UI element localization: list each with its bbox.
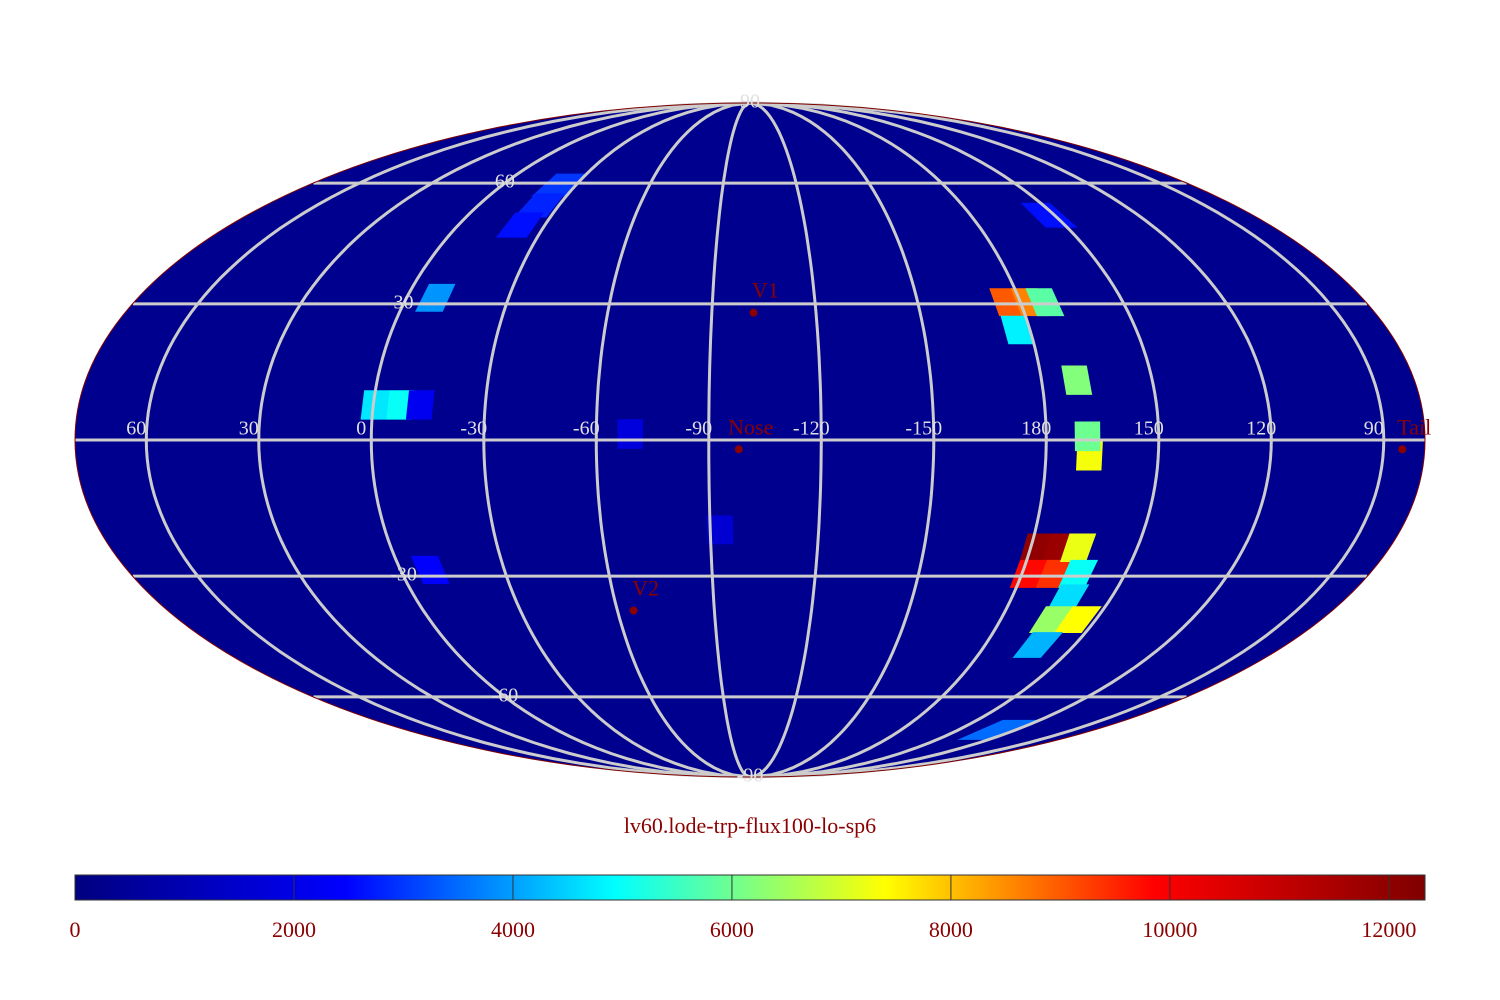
lon-label: 30 — [239, 418, 259, 440]
point-marker — [1398, 445, 1407, 454]
sky-pixel — [957, 719, 1045, 740]
sky-pixel — [1012, 632, 1064, 658]
sky-pixel — [1046, 584, 1090, 612]
lon-label: 60 — [126, 418, 146, 440]
lon-label: -120 — [793, 418, 830, 440]
graticule — [74, 101, 1426, 779]
colorbar-tick-label: 4000 — [491, 917, 535, 942]
labels: 60 30 0 -30 -60 -90 -120 -150 180 150 120 90 90 60 30 -… — [126, 91, 1431, 787]
lat-label: -90 — [737, 765, 764, 787]
lon-label: -60 — [573, 418, 600, 440]
colorbar-tick-label: 2000 — [272, 917, 316, 942]
sky-pixel — [1028, 606, 1076, 633]
colorbar-tick-label: 0 — [70, 917, 81, 942]
sky-pixel — [1060, 533, 1097, 563]
colorbar-tick-label: 10000 — [1142, 917, 1197, 942]
point-marker — [749, 308, 758, 317]
colorbar-tick-label: 6000 — [710, 917, 754, 942]
sky-pixel — [513, 193, 566, 218]
point-label: V1 — [752, 278, 779, 303]
sky-pixel — [1025, 288, 1065, 317]
lon-label: -30 — [460, 418, 487, 440]
colorbar — [74, 874, 1426, 901]
sky-pixel — [360, 390, 390, 420]
sky-pixel — [1074, 421, 1101, 452]
sky-pixel — [495, 212, 545, 238]
lat-label: -60 — [492, 685, 519, 707]
lat-label: -30 — [390, 564, 417, 586]
point-marker — [734, 445, 743, 454]
sky-pixel — [1061, 365, 1093, 395]
sky-pixel — [405, 390, 435, 420]
point-label: Tail — [1397, 414, 1431, 439]
lon-label: -150 — [905, 418, 942, 440]
point-label: V2 — [632, 576, 659, 601]
chart-title: lv60.lode-trp-flux100-lo-sp6 — [624, 813, 876, 838]
point-marker — [629, 606, 638, 615]
sky-pixel — [706, 515, 734, 545]
lon-label: 0 — [356, 418, 366, 440]
lat-label: 60 — [495, 171, 515, 193]
colorbar-tick-label: 8000 — [929, 917, 973, 942]
lon-label: 180 — [1021, 418, 1051, 440]
lat-label: 30 — [394, 291, 414, 313]
sky-pixel — [1058, 559, 1099, 588]
sky-pixel — [1054, 606, 1102, 633]
colorbar-ticks: 0 2000 4000 6000 8000 10000 12000 — [70, 875, 1416, 942]
colorbar-tick-label: 12000 — [1361, 917, 1416, 942]
sky-pixel — [617, 419, 643, 449]
sky-outline — [74, 102, 1426, 778]
lon-label: 90 — [1364, 418, 1384, 440]
lon-label: -90 — [685, 418, 712, 440]
lat-label: 90 — [740, 91, 760, 113]
sky-pixel — [531, 173, 588, 197]
lon-label: 120 — [1246, 418, 1276, 440]
sky-pixel — [1020, 202, 1078, 228]
lon-label: 150 — [1134, 418, 1164, 440]
point-label: Nose — [728, 414, 773, 439]
